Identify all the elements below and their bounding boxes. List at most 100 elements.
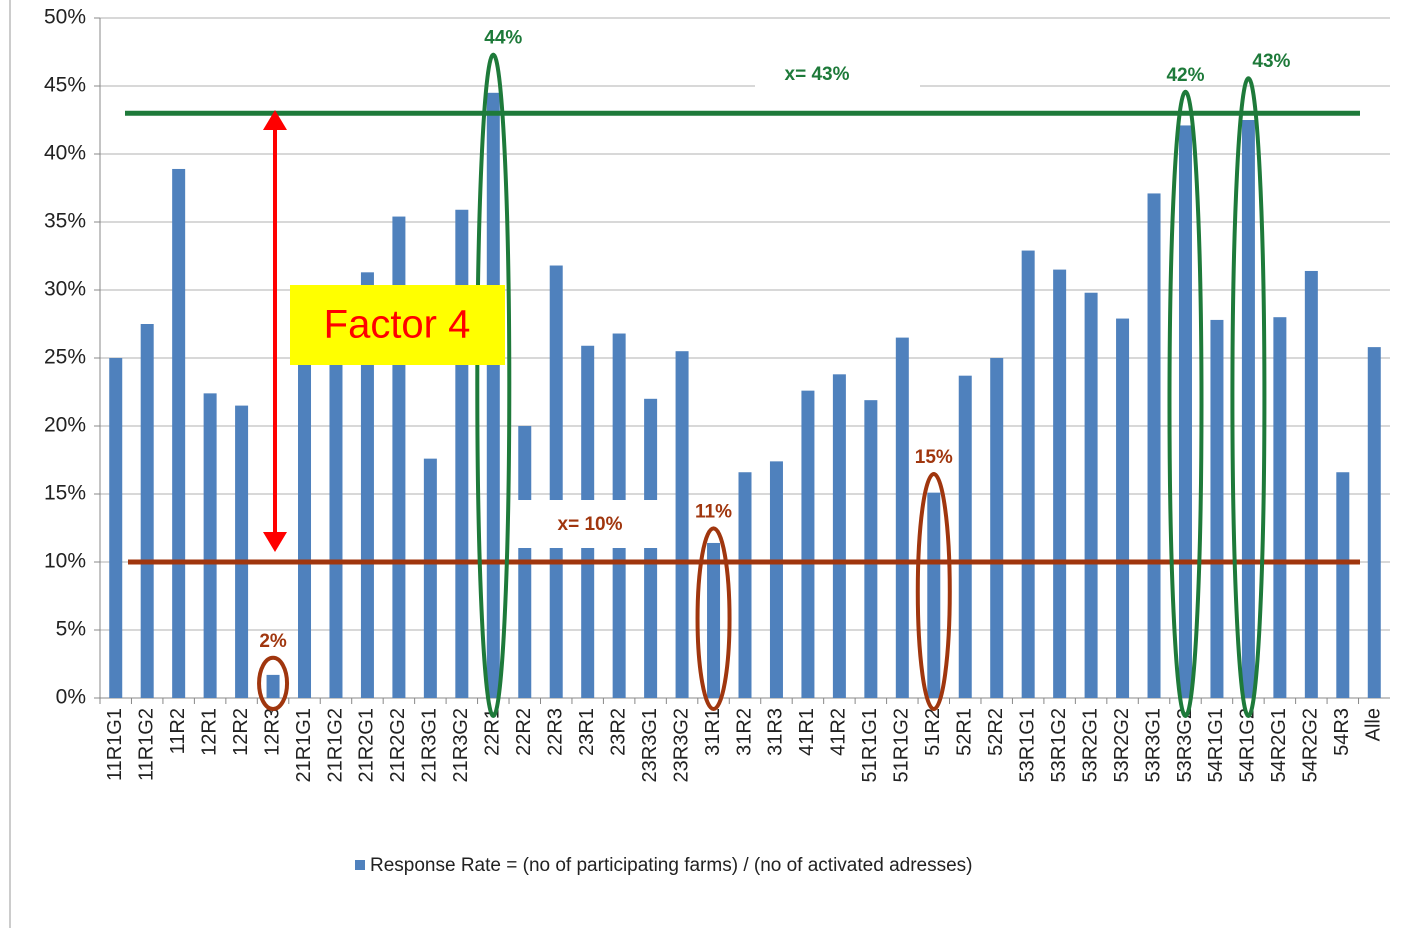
highlight-ellipse	[695, 526, 732, 712]
bar	[958, 375, 972, 698]
x-tick-label: 54R3	[1331, 708, 1353, 756]
bar	[1210, 319, 1224, 698]
x-tick-label: 21R1G1	[293, 708, 315, 783]
bar	[329, 358, 343, 698]
bar	[1021, 250, 1035, 698]
annotation-text: Factor 4	[324, 303, 471, 347]
x-tick-label: 22R1	[482, 708, 504, 756]
y-tick-label: 30%	[44, 278, 86, 301]
bar	[1304, 270, 1318, 698]
bar	[801, 390, 815, 698]
x-tick-label: 41R2	[828, 708, 850, 756]
bar	[990, 358, 1004, 698]
highlight-ellipse	[1167, 89, 1204, 718]
x-tick-label: 51R1G1	[859, 708, 881, 783]
bar	[549, 265, 563, 698]
highlight-ellipse	[257, 655, 290, 712]
bar	[266, 674, 280, 698]
y-tick-label: 45%	[44, 74, 86, 97]
bar	[644, 398, 658, 698]
x-tick-label: 53R3G1	[1142, 708, 1164, 783]
bar	[1147, 193, 1161, 698]
x-tick-label: 53R2G1	[1079, 708, 1101, 783]
bar	[864, 400, 878, 698]
bar	[1053, 269, 1067, 698]
bar	[895, 337, 909, 698]
x-tick-label: 22R2	[513, 708, 535, 756]
y-tick-label: 20%	[44, 414, 86, 437]
x-tick-label: 54R1G1	[1205, 708, 1227, 783]
x-tick-label: 52R1	[954, 708, 976, 756]
highlight-label: 42%	[1166, 65, 1204, 86]
y-tick-label: 25%	[44, 346, 86, 369]
legend-label: Response Rate = (no of participating far…	[370, 855, 973, 876]
x-tick-label: 53R3G2	[1174, 708, 1196, 783]
bar	[707, 542, 721, 698]
bar	[1178, 125, 1192, 698]
y-tick-label: 40%	[44, 142, 86, 165]
bar	[203, 393, 217, 698]
bar	[769, 461, 783, 698]
x-tick-label: 21R1G2	[324, 708, 346, 783]
x-tick-label: 11R1G2	[135, 708, 157, 781]
x-tick-label: 54R1G2	[1237, 708, 1259, 783]
bar	[486, 92, 500, 699]
x-tick-label: 11R1G1	[104, 708, 126, 781]
bar	[1116, 318, 1130, 698]
highlight-label: 44%	[484, 28, 522, 49]
y-tick-label: 0%	[56, 686, 86, 709]
x-tick-label: 51R1G2	[891, 708, 913, 783]
x-tick-label: 51R2	[922, 708, 944, 756]
x-tick-label: 41R1	[796, 708, 818, 756]
x-tick-label: 31R2	[733, 708, 755, 756]
bar	[423, 458, 437, 698]
x-tick-label: 21R3G1	[419, 708, 441, 783]
x-tick-label: 54R2G2	[1300, 708, 1322, 783]
highlight-label: 15%	[915, 447, 953, 468]
highlight-label: 2%	[259, 631, 287, 652]
y-tick-label: 5%	[56, 618, 86, 641]
reference-label: x= 10%	[558, 514, 623, 535]
bar	[832, 374, 846, 698]
bar	[738, 472, 752, 698]
annotation-box	[290, 285, 505, 365]
x-tick-label: 52R2	[985, 708, 1007, 756]
legend-swatch	[355, 860, 365, 870]
x-tick-label: 12R2	[230, 708, 252, 756]
bar	[140, 324, 154, 698]
highlight-label: 11%	[695, 501, 732, 522]
y-tick-label: 15%	[44, 482, 86, 505]
bar	[172, 168, 186, 698]
bar	[109, 358, 123, 698]
bar	[455, 209, 469, 698]
x-tick-label: 23R2	[607, 708, 629, 756]
x-tick-label: 11R2	[167, 708, 189, 754]
reference-label: x= 43%	[785, 64, 850, 85]
y-tick-label: 35%	[44, 210, 86, 233]
x-tick-label: 23R3G1	[639, 708, 661, 783]
x-tick-label: 53R1G1	[1016, 708, 1038, 783]
highlight-label: 43%	[1252, 51, 1290, 72]
x-tick-label: 23R3G2	[670, 708, 692, 783]
x-tick-label: 23R1	[576, 708, 598, 756]
x-tick-label: 12R1	[198, 708, 220, 756]
bar	[1336, 472, 1350, 698]
bar	[298, 351, 312, 698]
label-background	[515, 500, 660, 548]
x-tick-label: 31R1	[702, 708, 724, 756]
x-tick-label: 12R3	[261, 708, 283, 756]
bar	[1241, 120, 1255, 698]
x-tick-label: 21R3G2	[450, 708, 472, 783]
y-tick-label: 50%	[44, 6, 86, 29]
highlight-ellipse	[475, 52, 512, 718]
x-tick-label: 53R1G2	[1048, 708, 1070, 783]
bar	[1273, 317, 1287, 698]
label-background	[755, 60, 920, 90]
x-tick-label: 22R3	[545, 708, 567, 756]
bar	[1084, 292, 1098, 698]
x-tick-label: Alle	[1363, 708, 1385, 741]
x-tick-label: 53R2G2	[1111, 708, 1133, 783]
bar	[360, 272, 374, 698]
highlight-ellipse	[915, 472, 952, 711]
